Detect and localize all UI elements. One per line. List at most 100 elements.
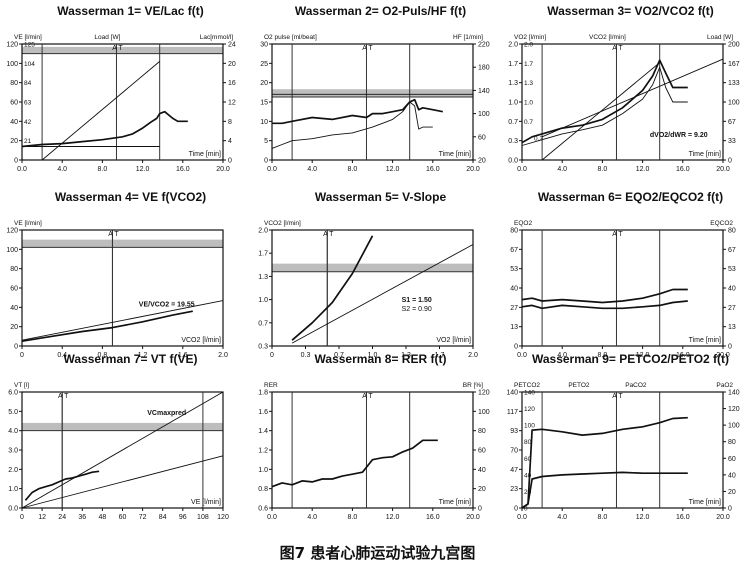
y-tick-label: 1.7 [508, 61, 518, 68]
series-line [521, 59, 688, 144]
y2-tick-label: 80 [478, 428, 486, 435]
y2-tick-label: 133 [728, 80, 740, 87]
y-tick-label: 1.2 [258, 448, 268, 455]
y2-tick-label: 67 [728, 247, 736, 254]
x-tick-label: 2.0 [218, 352, 228, 359]
x-tick-label: 1.7 [435, 352, 445, 359]
series-line [21, 300, 224, 341]
panel-7: Wasserman 7= VT f(VE) 0.0 1.0 2.0 3.0 4.0 5.0… [8, 352, 253, 527]
x-axis-label: Time [min] [189, 151, 221, 158]
y-tick-label: 5 [264, 138, 268, 145]
x-tick-label: 0 [270, 352, 274, 359]
y-tick-label: 0 [514, 344, 518, 351]
axis-header-label: VCO2 [l/min] [264, 220, 301, 227]
chart-4: 0 20 40 60 80 100 120 0 0.4 0.8 1.2 1.6 2.0 VE [l/min… [6, 220, 228, 359]
chart-7: 0.0 1.0 2.0 3.0 4.0 5.0 6.0 0 12 24 36 48 60 72 84 96 10… [8, 382, 229, 521]
axis-header-label: VE [l/min] [14, 34, 42, 41]
axis-header-label: VCO2 [l/min] [589, 34, 626, 41]
series-line [41, 61, 160, 161]
y2-tick-label: 40 [728, 472, 736, 479]
series-line [291, 244, 474, 344]
y-tick-label: 60 [10, 286, 18, 293]
plot-frame [271, 229, 474, 347]
chart-5: 0.30.71.01.31.72.00 0.3 0.7 1.0 1.3 1.7 2.0VCO… [258, 220, 478, 359]
y-tick-label: 25 [260, 61, 268, 68]
panel-title: Wasserman 1= VE/Lac f(t) [57, 4, 204, 18]
at-label: A T [362, 45, 373, 52]
x-tick-label: 48 [99, 514, 107, 521]
y2-tick-label: 220 [478, 42, 490, 49]
chart-2: 0 5 10 15 20 25 30 20 60 100 140 180 220 0.0 4.0 8.0 12.… [260, 34, 490, 173]
y2-tick-label: 20 [478, 158, 486, 165]
plot-frame [521, 229, 724, 347]
y2-tick-label: 0 [228, 158, 232, 165]
x-tick-label: 12.0 [386, 514, 400, 521]
y-tick-label: 120 [6, 42, 18, 49]
x-axis-label: Time [min] [689, 337, 721, 344]
x-tick-label: 12 [38, 514, 46, 521]
axis-header-label: PaCO2 [625, 382, 647, 389]
y2-tick-label: 100 [478, 409, 490, 416]
y2-tick-label: 40 [478, 467, 486, 474]
y2-tick-label: 180 [478, 65, 490, 72]
y-tick-label: 27 [510, 305, 518, 312]
y2-tick-label: 100 [728, 100, 740, 107]
chart-6: 0 13 27 40 53 67 80 0 13 27 40 53 67 80 0.0 4.0 8.0 12.0 1… [510, 220, 736, 359]
x-tick-label: 36 [78, 514, 86, 521]
x-tick-label: 12.0 [636, 166, 650, 173]
y-tick-label: 20 [260, 80, 268, 87]
y-inner-tick-label: 21 [24, 138, 32, 145]
y-inner-tick-label: 42 [24, 119, 32, 126]
x-tick-label: 12.0 [136, 166, 150, 173]
y-tick-label: 1.8 [258, 390, 268, 397]
x-axis-label: VE [l/min] [191, 499, 221, 506]
y-tick-label: 20 [10, 138, 18, 145]
series-line [521, 66, 688, 146]
panel-title: Wasserman 6= EQO2/EQCO2 f(t) [537, 190, 724, 204]
y-inner-tick-label: 60 [524, 456, 532, 463]
y2-tick-label: 8 [228, 119, 232, 126]
panel-5: Wasserman 5= V-Slope 0.3 0.7 1.0 1.3 1.7 2.0 0… [258, 190, 503, 365]
y-tick-label: 1.0 [258, 297, 268, 304]
y2-tick-label: 140 [478, 88, 490, 95]
y-tick-label: 2.0 [258, 228, 268, 235]
y-inner-tick-label: 100 [524, 423, 535, 430]
panel-6: Wasserman 6= EQO2/EQCO2 f(t) 0 13 27 40 53 67… [508, 190, 753, 365]
y-tick-label: 1.4 [258, 428, 268, 435]
panel-8: Wasserman 8= RER f(t) 0.6 0.8 1.0 1.2 1.4 1.6… [258, 352, 503, 527]
y-tick-label: 0 [264, 158, 268, 165]
y2-tick-label: 100 [478, 111, 490, 118]
y-tick-label: 100 [6, 247, 18, 254]
x-tick-label: 4.0 [557, 166, 567, 173]
x-tick-label: 4.0 [557, 352, 567, 359]
y-tick-label: 0.7 [258, 320, 268, 327]
x-tick-label: 120 [217, 514, 229, 521]
y-tick-label: 20 [10, 324, 18, 331]
y-tick-label: 40 [510, 286, 518, 293]
series-line [521, 288, 688, 304]
panel-title: Wasserman 3= VO2/VCO2 f(t) [547, 4, 714, 18]
y2-tick-label: 100 [728, 423, 740, 430]
y-tick-label: 0 [14, 344, 18, 351]
y-tick-label: 1.7 [258, 251, 268, 258]
x-tick-label: 0.0 [517, 166, 527, 173]
axis-header-label: VE [l/min] [14, 220, 42, 227]
series-line [21, 391, 224, 509]
chart-9: 0234770931171400204060801001201400204060… [506, 382, 740, 521]
y-inner-tick-label: 120 [524, 406, 535, 413]
x-tick-label: 0.0 [267, 166, 277, 173]
x-axis-label: VCO2 [l/min] [181, 337, 221, 344]
x-tick-label: 2.0 [468, 352, 478, 359]
y2-tick-label: 120 [728, 406, 740, 413]
y-tick-label: 67 [510, 247, 518, 254]
y2-tick-label: 0 [478, 506, 482, 513]
y-tick-label: 1.6 [258, 409, 268, 416]
y-tick-label: 80 [10, 80, 18, 87]
y-tick-label: 93 [510, 428, 518, 435]
y-tick-label: 80 [510, 228, 518, 235]
y-tick-label: 15 [260, 100, 268, 107]
reference-band [22, 46, 223, 54]
y-tick-label: 6.0 [8, 390, 18, 397]
axis-header-label: O2 pulse [ml/beat] [264, 34, 317, 41]
x-tick-label: 1.2 [138, 352, 148, 359]
